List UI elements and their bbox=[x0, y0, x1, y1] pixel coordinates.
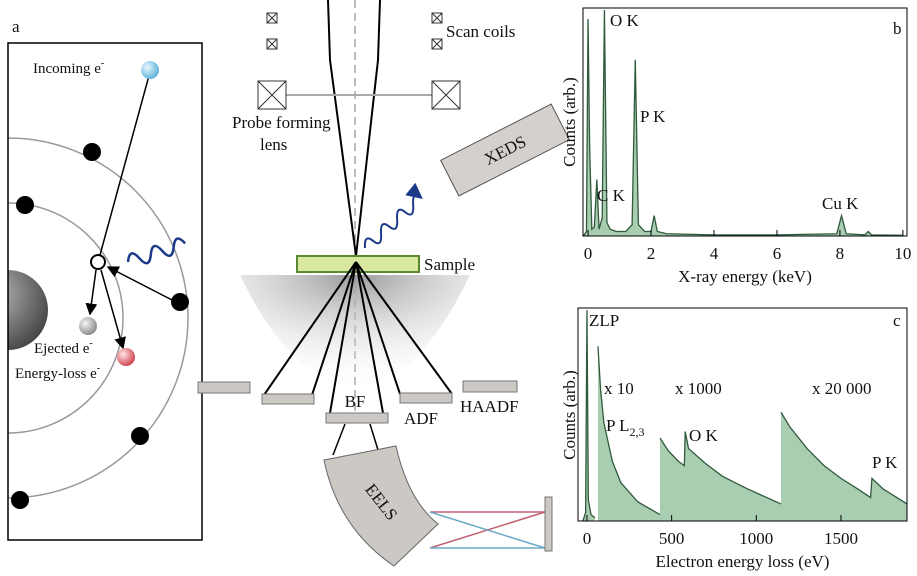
annotation: x 1000 bbox=[675, 379, 722, 398]
label: ADF bbox=[404, 409, 438, 428]
x-tick-label: 0 bbox=[583, 529, 592, 548]
ray bbox=[333, 424, 345, 455]
vacancy bbox=[91, 255, 105, 269]
arrow bbox=[90, 270, 96, 314]
label: Probe forming bbox=[232, 113, 331, 132]
panel-label: b bbox=[893, 19, 902, 38]
label: lens bbox=[260, 135, 287, 154]
incoming-electron bbox=[141, 61, 159, 79]
annotation: P K bbox=[872, 453, 898, 472]
ray bbox=[370, 424, 378, 450]
annotation: O K bbox=[689, 426, 719, 445]
x-ray-wave bbox=[126, 237, 187, 269]
x-axis-label: Electron energy loss (eV) bbox=[656, 552, 830, 571]
atom bbox=[0, 138, 188, 498]
x-tick-label: 2 bbox=[647, 244, 656, 263]
x-tick-label: 1000 bbox=[739, 529, 773, 548]
incoming-path bbox=[100, 72, 150, 255]
label: BF bbox=[345, 392, 366, 411]
annotation: x 20 000 bbox=[812, 379, 872, 398]
x-tick-label: 10 bbox=[894, 244, 911, 263]
panel-label: a bbox=[12, 17, 20, 36]
arrow bbox=[101, 270, 123, 348]
eels-detector bbox=[545, 497, 552, 551]
panel-label: c bbox=[893, 311, 901, 330]
annotation: O K bbox=[610, 11, 640, 30]
label: Energy-loss e- bbox=[15, 363, 100, 382]
annotation: C K bbox=[597, 186, 626, 205]
y-axis-label: Counts (arb.) bbox=[560, 370, 579, 460]
x-tick-label: 6 bbox=[773, 244, 782, 263]
label: Incoming e- bbox=[33, 58, 104, 77]
plot-frame bbox=[583, 8, 907, 236]
x-tick-label: 0 bbox=[584, 244, 593, 263]
xeds-detector: XEDS bbox=[441, 104, 570, 196]
annotation: Cu K bbox=[822, 194, 859, 213]
annotation: x 10 bbox=[604, 379, 634, 398]
x-ray-wave bbox=[354, 194, 431, 248]
annotation-sub: 2,3 bbox=[629, 425, 644, 439]
label: Sample bbox=[424, 255, 475, 274]
figure: a Incoming e- Ejected e- Energy-loss e- … bbox=[0, 0, 917, 576]
annotation: P L2,3 bbox=[606, 416, 644, 439]
beam bbox=[328, 0, 380, 256]
label: Scan coils bbox=[446, 22, 515, 41]
x-tick-label: 500 bbox=[659, 529, 685, 548]
loss-electron bbox=[117, 348, 135, 366]
annotation: ZLP bbox=[589, 311, 619, 330]
ejected-electron bbox=[79, 317, 97, 335]
annotation-text: P L bbox=[606, 416, 629, 435]
x-axis-label: X-ray energy (keV) bbox=[678, 267, 812, 286]
nucleus bbox=[0, 270, 48, 350]
annotation: P K bbox=[640, 107, 666, 126]
label: HAADF bbox=[460, 397, 519, 416]
x-tick-label: 8 bbox=[836, 244, 845, 263]
dispersion-rays bbox=[430, 512, 545, 548]
x-tick-label: 4 bbox=[710, 244, 719, 263]
label: Ejected e- bbox=[34, 338, 93, 357]
x-tick-label: 1500 bbox=[824, 529, 858, 548]
y-axis-label: Counts (arb.) bbox=[560, 77, 579, 167]
